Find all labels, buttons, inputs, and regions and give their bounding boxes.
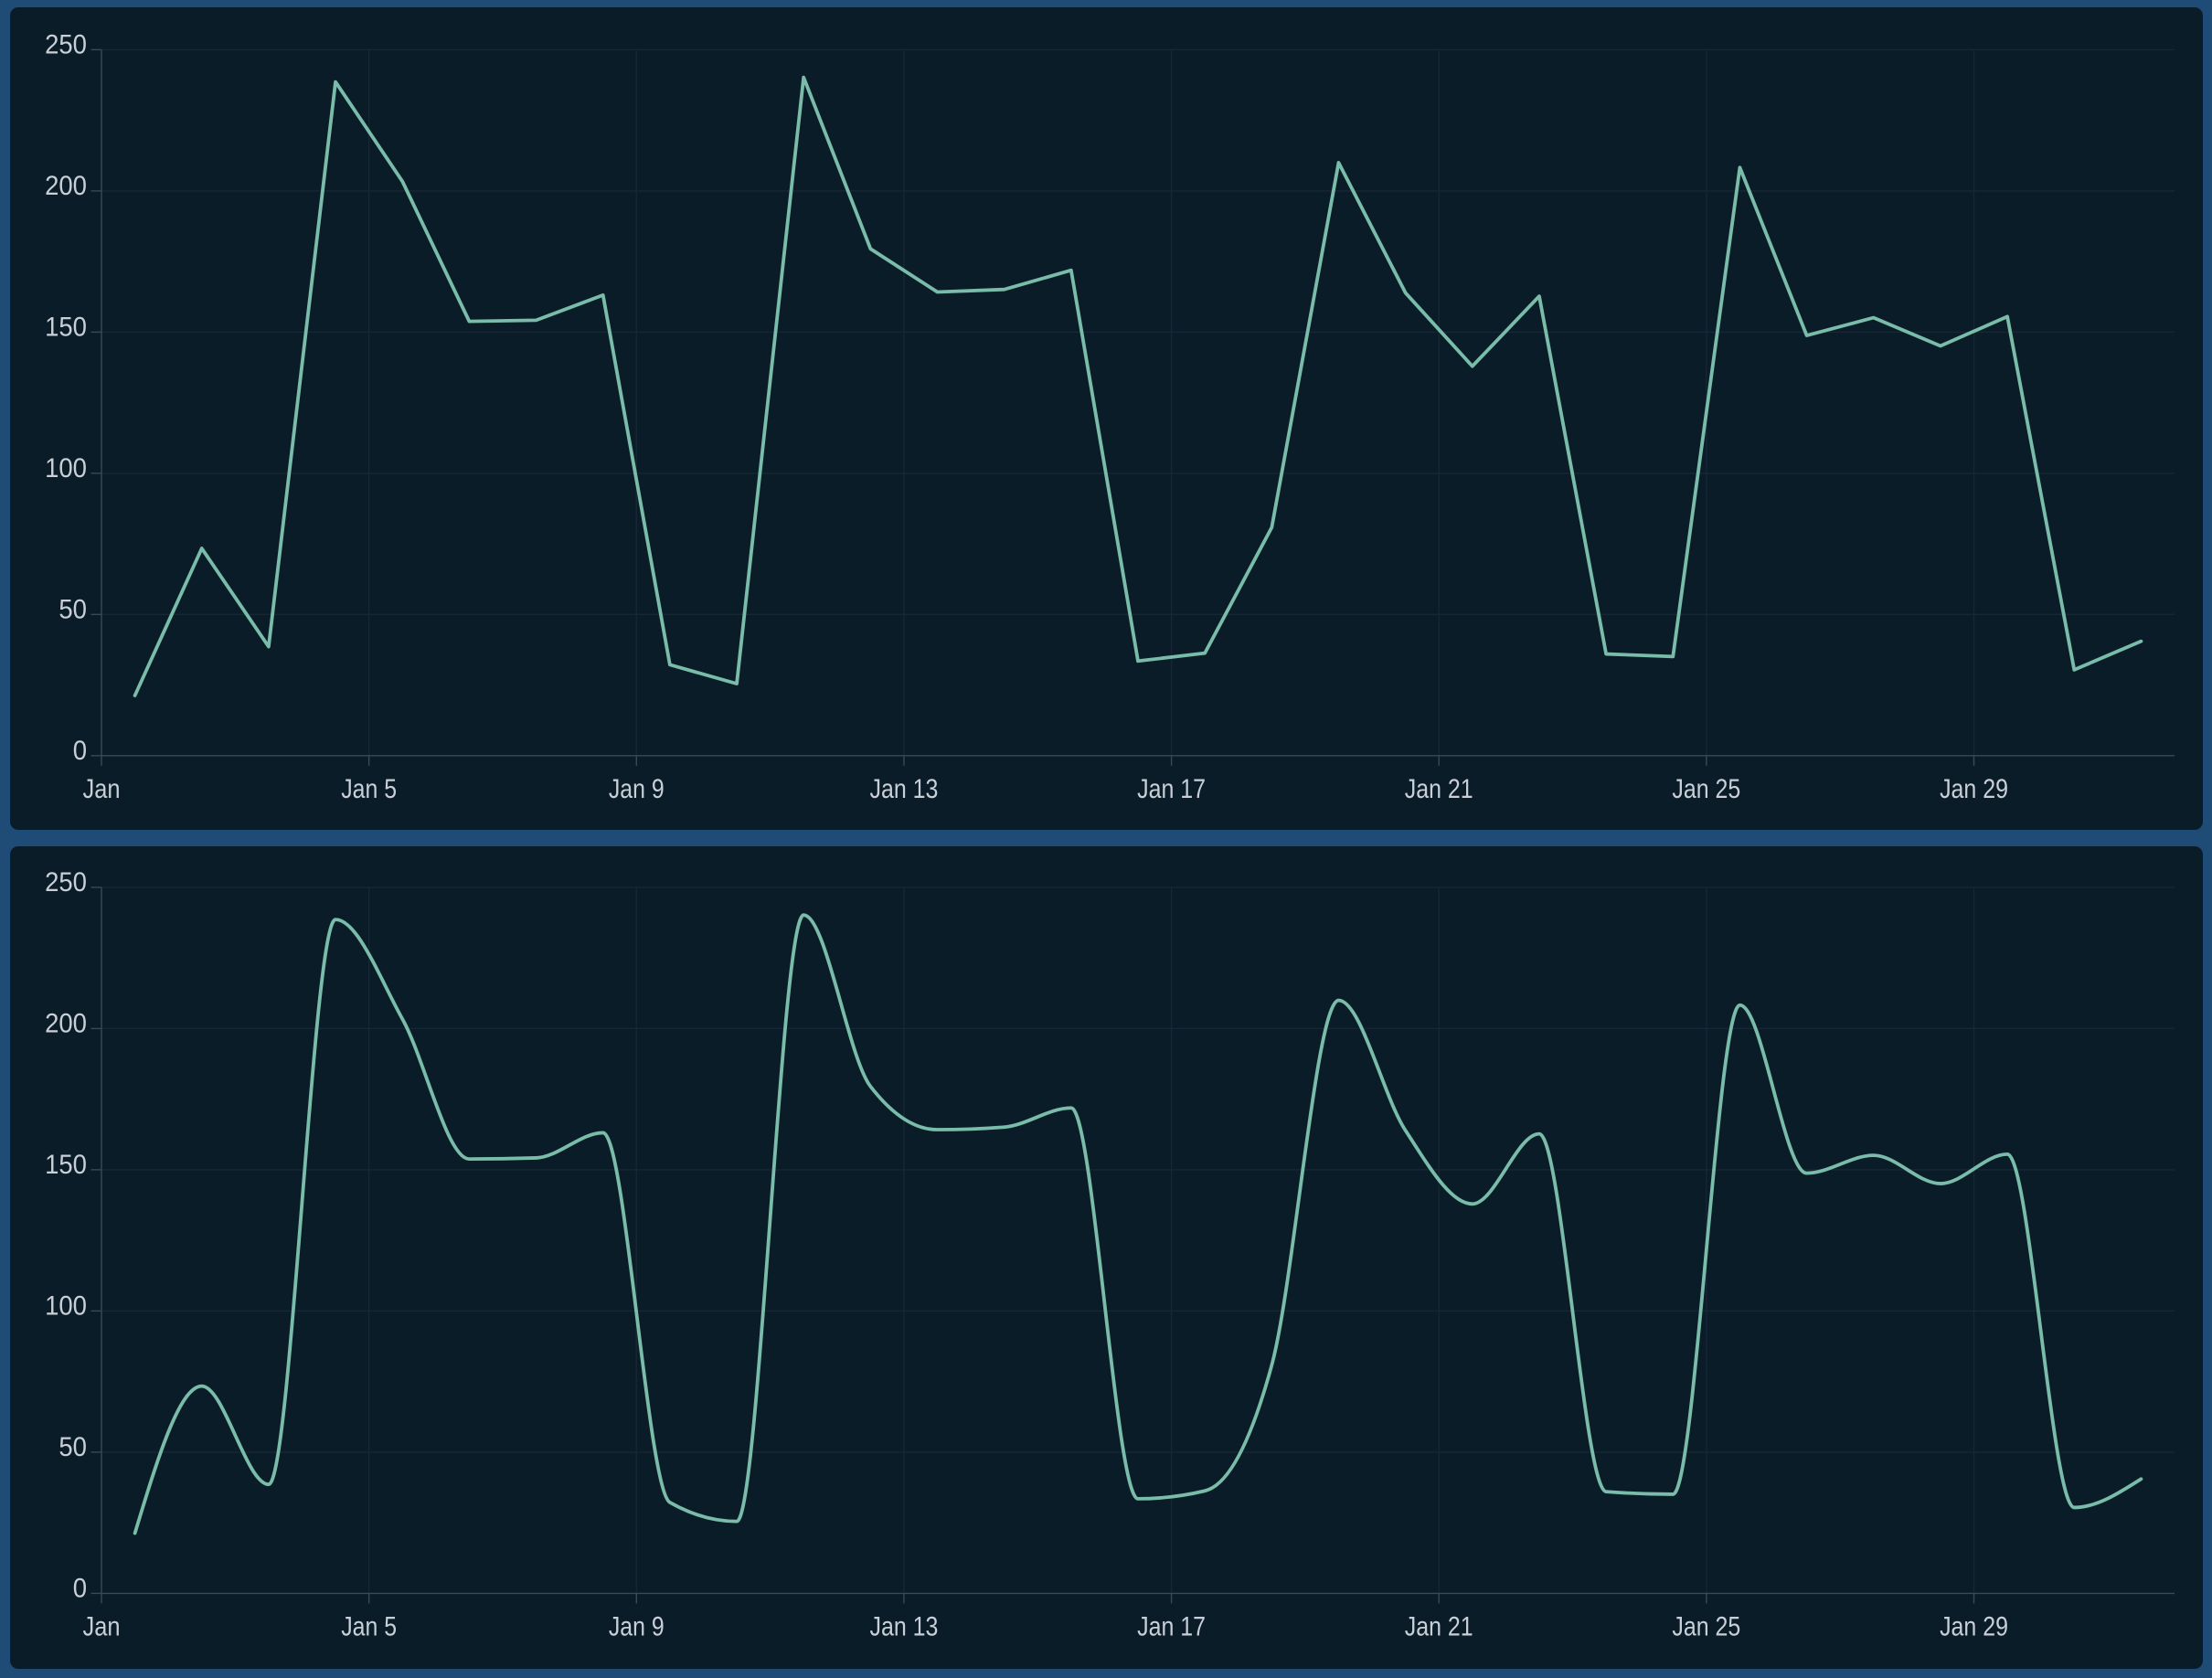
svg-text:Jan 29: Jan 29 (1940, 1611, 2008, 1641)
svg-text:Jan 5: Jan 5 (341, 774, 397, 804)
svg-text:150: 150 (45, 1150, 87, 1180)
svg-text:50: 50 (58, 595, 87, 625)
svg-text:0: 0 (73, 1574, 87, 1604)
svg-text:Jan 25: Jan 25 (1672, 1611, 1740, 1641)
svg-text:200: 200 (45, 171, 87, 201)
svg-text:100: 100 (45, 1291, 87, 1322)
svg-text:250: 250 (45, 867, 87, 897)
svg-text:200: 200 (45, 1009, 87, 1039)
svg-text:Jan 21: Jan 21 (1405, 774, 1473, 804)
svg-text:Jan 9: Jan 9 (609, 774, 665, 804)
svg-text:Jan: Jan (83, 1611, 121, 1641)
svg-text:Jan 5: Jan 5 (341, 1611, 397, 1641)
svg-text:Jan 21: Jan 21 (1405, 1611, 1473, 1641)
svg-text:Jan 9: Jan 9 (609, 1611, 665, 1641)
svg-text:Jan 13: Jan 13 (869, 774, 938, 804)
svg-text:100: 100 (45, 453, 87, 483)
svg-text:Jan 17: Jan 17 (1137, 774, 1206, 804)
svg-text:0: 0 (73, 736, 87, 766)
svg-text:250: 250 (45, 30, 87, 60)
svg-text:Jan: Jan (83, 774, 121, 804)
svg-text:Jan 17: Jan 17 (1137, 1611, 1206, 1641)
svg-text:50: 50 (58, 1432, 87, 1462)
svg-text:Jan 25: Jan 25 (1672, 774, 1740, 804)
svg-text:Jan 13: Jan 13 (869, 1611, 938, 1641)
svg-text:150: 150 (45, 313, 87, 343)
svg-text:Jan 29: Jan 29 (1940, 774, 2008, 804)
